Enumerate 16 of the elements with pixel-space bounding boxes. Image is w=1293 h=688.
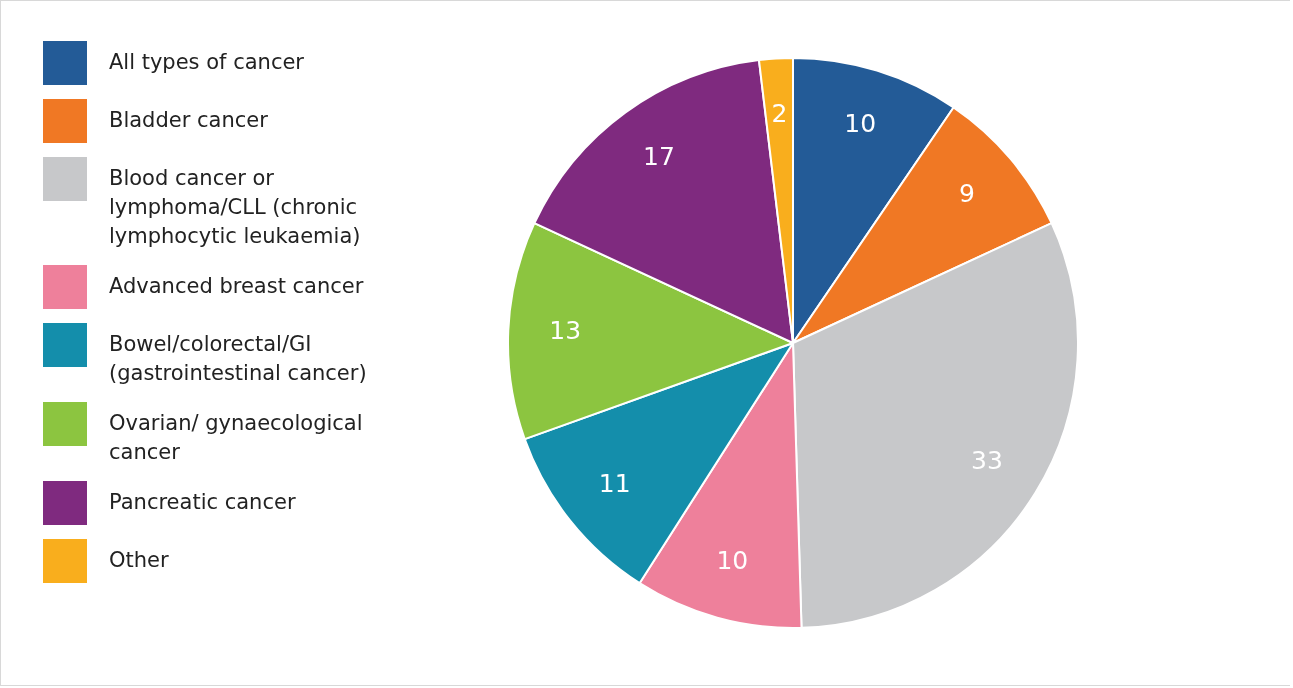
- data-label: 10: [844, 108, 877, 138]
- data-label: 33: [971, 446, 1003, 476]
- legend-label: Bowel/colorectal/GI (gastrointestinal cancer): [109, 331, 368, 387]
- data-label: 17: [643, 142, 675, 172]
- data-label: 11: [598, 468, 631, 498]
- data-label: 10: [716, 546, 749, 576]
- legend-label: Blood cancer or lymphoma/CLL (chronic lymphocytic leukaemia): [109, 165, 362, 250]
- legend-label: Ovarian/ gynaecological cancer: [109, 410, 364, 466]
- legend-label: Pancreatic cancer: [109, 489, 297, 516]
- legend-label: Other: [109, 547, 170, 574]
- data-label: 13: [549, 316, 582, 346]
- legend-label: Bladder cancer: [109, 107, 269, 134]
- data-label: 2: [771, 98, 788, 128]
- data-label: 9: [958, 179, 975, 209]
- legend-label: All types of cancer: [109, 49, 305, 76]
- legend-label: Advanced breast cancer: [109, 273, 365, 300]
